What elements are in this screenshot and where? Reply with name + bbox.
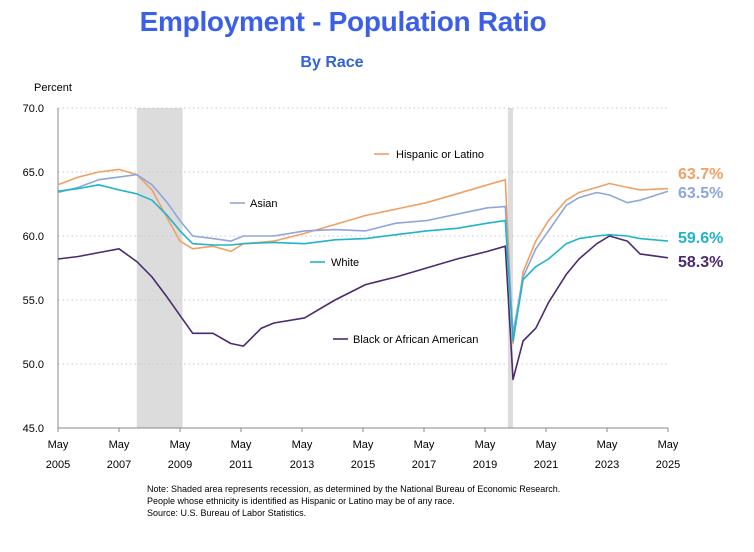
x-tick-year: 2013 xyxy=(290,459,314,471)
x-tick-year: 2005 xyxy=(46,459,70,471)
legend-label-hispanic: Hispanic or Latino xyxy=(396,149,484,161)
recession-shading xyxy=(136,108,513,428)
x-tick-month: May xyxy=(475,439,496,451)
x-tick-year: 2007 xyxy=(107,459,131,471)
y-tick-label: 45.0 xyxy=(23,423,44,435)
series-line-white xyxy=(57,184,669,342)
series-line-asian xyxy=(57,173,669,335)
x-tick-month: May xyxy=(292,439,313,451)
axes: 45.0 50.0 55.0 60.0 65.0 70.0 May 2005 May 2007 Ma… xyxy=(23,103,681,471)
x-tick-month: May xyxy=(48,439,69,451)
legend-label-white: White xyxy=(331,257,359,269)
legend-label-black: Black or African American xyxy=(353,334,478,346)
chart-title: Employment - Population Ratio xyxy=(139,6,547,37)
end-value-asian: 63.5% xyxy=(678,185,723,202)
y-tick-label: 70.0 xyxy=(23,103,44,115)
x-tick-month: May xyxy=(353,439,374,451)
y-tick-label: 65.0 xyxy=(23,167,44,179)
end-value-white: 59.6% xyxy=(678,230,723,247)
x-tick-year: 2025 xyxy=(656,459,680,471)
x-tick-month: May xyxy=(231,439,252,451)
chart-subtitle: By Race xyxy=(300,54,364,71)
x-tick-year: 2019 xyxy=(473,459,497,471)
recession-band xyxy=(507,108,513,428)
series-line-black xyxy=(57,235,669,381)
x-tick-month: May xyxy=(658,439,679,451)
x-tick-year: 2017 xyxy=(412,459,436,471)
x-tick-month: May xyxy=(170,439,191,451)
x-tick-month: May xyxy=(414,439,435,451)
recession-band xyxy=(136,108,183,428)
end-value-hispanic: 63.7% xyxy=(678,166,723,183)
x-tick-month: May xyxy=(109,439,130,451)
series-line-hispanic xyxy=(57,168,669,345)
chart-notes: Note: Shaded area represents recession, … xyxy=(147,483,560,519)
note-ethnicity: People whose ethnicity is identified as … xyxy=(147,496,455,506)
legend-label-asian: Asian xyxy=(250,198,278,210)
y-tick-label: 55.0 xyxy=(23,295,44,307)
series-labels: Hispanic or Latino Asian White Black or Afr… xyxy=(230,149,723,346)
note-recession: Note: Shaded area represents recession, … xyxy=(147,484,561,494)
series-lines xyxy=(57,168,669,381)
x-tick-year: 2011 xyxy=(229,459,253,471)
note-source: Source: U.S. Bureau of Labor Statistics. xyxy=(147,508,307,518)
x-tick-month: May xyxy=(597,439,618,451)
x-tick-year: 2021 xyxy=(534,459,558,471)
x-tick-year: 2023 xyxy=(595,459,619,471)
x-tick-year: 2015 xyxy=(351,459,375,471)
x-tick-year: 2009 xyxy=(168,459,192,471)
y-axis-label: Percent xyxy=(34,82,72,94)
x-tick-month: May xyxy=(536,439,557,451)
y-tick-label: 50.0 xyxy=(23,359,44,371)
y-tick-label: 60.0 xyxy=(23,231,44,243)
end-value-black: 58.3% xyxy=(678,254,723,271)
